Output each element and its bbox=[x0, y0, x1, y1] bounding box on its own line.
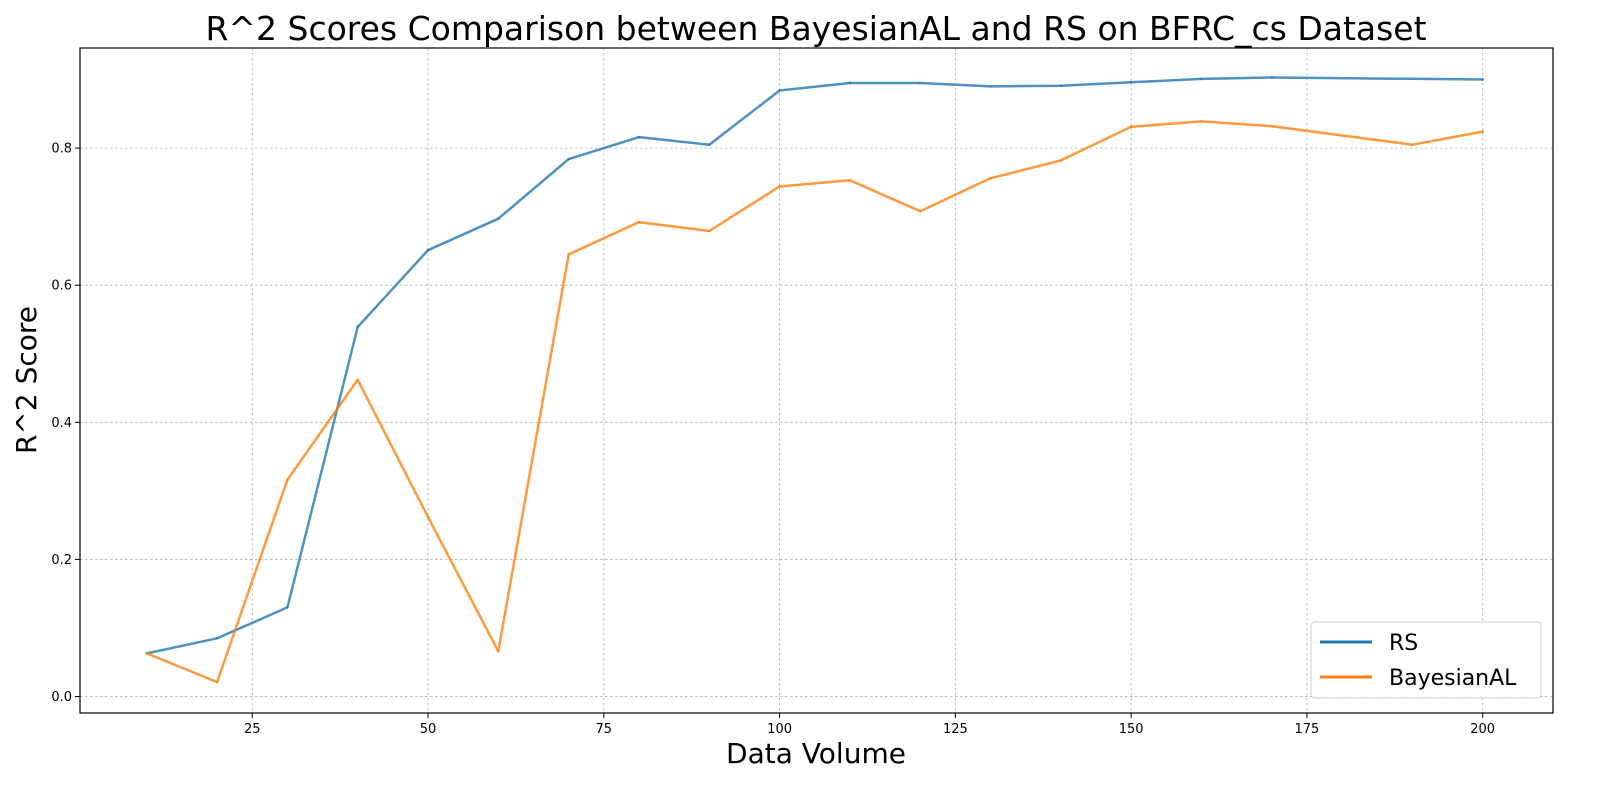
x-axis-label: Data Volume bbox=[726, 737, 906, 770]
x-axis-ticks: 25 50 75 100 125 150 175 200 bbox=[244, 713, 1495, 737]
data-point-bayesianal bbox=[1059, 159, 1063, 162]
data-point-rs bbox=[1270, 76, 1274, 79]
data-point-rs bbox=[778, 89, 781, 92]
data-point-bayesianal bbox=[637, 220, 641, 224]
data-point-rs bbox=[708, 143, 711, 146]
x-tick-label: 150 bbox=[1119, 722, 1144, 737]
data-point-bayesianal bbox=[497, 650, 500, 653]
data-point-rs bbox=[426, 249, 430, 252]
data-point-rs bbox=[356, 325, 359, 329]
data-point-rs bbox=[497, 217, 500, 220]
data-point-bayesianal bbox=[848, 179, 852, 182]
data-point-bayesianal bbox=[567, 253, 570, 256]
x-tick-label: 125 bbox=[943, 722, 968, 737]
grid-lines bbox=[80, 48, 1553, 713]
plot-frame bbox=[79, 47, 1554, 714]
data-point-rs bbox=[989, 85, 992, 88]
data-point-rs bbox=[637, 135, 641, 139]
y-tick-label: 0.4 bbox=[51, 416, 72, 431]
data-point-bayesianal bbox=[426, 515, 430, 519]
data-point-rs bbox=[1200, 77, 1203, 81]
x-tick-label: 75 bbox=[596, 722, 613, 737]
data-point-rs bbox=[567, 157, 570, 161]
data-point-bayesianal bbox=[1129, 125, 1133, 128]
y-axis-ticks: 0.0 0.2 0.4 0.6 0.8 bbox=[51, 142, 80, 705]
legend: RS BayesianAL bbox=[1310, 621, 1542, 699]
data-point-rs bbox=[215, 637, 219, 640]
data-point-rs bbox=[286, 606, 289, 609]
data-point-bayesianal bbox=[1481, 130, 1484, 133]
legend-label-bayesianal: BayesianAL bbox=[1389, 666, 1517, 691]
data-point-bayesianal bbox=[1270, 125, 1274, 128]
data-point-rs bbox=[1481, 78, 1484, 81]
x-tick-label: 200 bbox=[1470, 722, 1495, 737]
y-tick-label: 0.8 bbox=[51, 142, 72, 157]
series-line-rs bbox=[145, 76, 1484, 655]
data-point-bayesianal bbox=[215, 680, 219, 684]
x-tick-label: 25 bbox=[244, 722, 261, 737]
x-tick-label: 100 bbox=[767, 722, 792, 737]
data-point-bayesianal bbox=[145, 652, 148, 655]
data-point-bayesianal bbox=[286, 478, 289, 482]
data-point-bayesianal bbox=[989, 177, 992, 180]
data-point-bayesianal bbox=[778, 185, 781, 188]
data-point-bayesianal bbox=[919, 210, 922, 213]
legend-label-rs: RS bbox=[1389, 631, 1418, 656]
data-point-rs bbox=[1059, 84, 1063, 87]
data-point-bayesianal bbox=[1411, 143, 1414, 146]
y-tick-label: 0.0 bbox=[51, 690, 72, 705]
data-point-rs bbox=[1129, 81, 1133, 84]
chart-title: R^2 Scores Comparison between BayesianAL… bbox=[205, 9, 1426, 48]
data-point-rs bbox=[848, 81, 852, 85]
y-axis-label: R^2 Score bbox=[10, 306, 43, 454]
data-point-bayesianal bbox=[356, 378, 359, 381]
y-tick-label: 0.2 bbox=[51, 553, 72, 568]
data-point-rs bbox=[919, 81, 922, 85]
x-tick-label: 50 bbox=[420, 722, 437, 737]
series-lines bbox=[145, 76, 1484, 684]
data-point-bayesianal bbox=[708, 229, 711, 233]
series-line-bayesianal bbox=[145, 120, 1484, 684]
x-tick-label: 175 bbox=[1295, 722, 1320, 737]
y-tick-label: 0.6 bbox=[51, 279, 72, 294]
data-point-bayesianal bbox=[1200, 120, 1203, 123]
